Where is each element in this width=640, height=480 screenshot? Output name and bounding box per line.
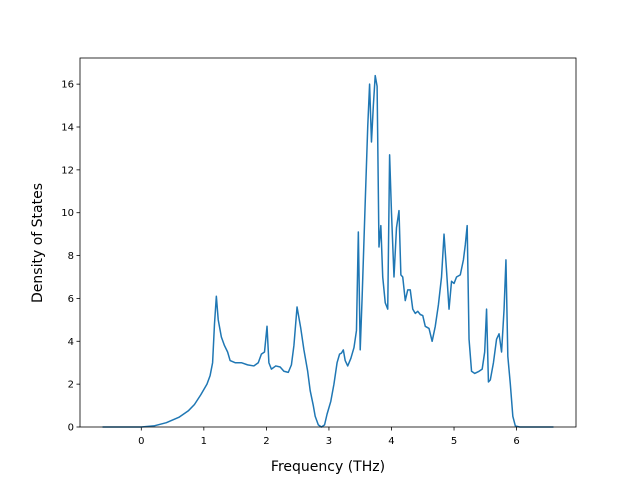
- y-tick-label: 0: [68, 423, 74, 434]
- x-tick-label: 0: [138, 436, 144, 447]
- line: [102, 74, 554, 428]
- y-tick-label: 10: [61, 208, 74, 219]
- y-tick-label: 8: [68, 251, 74, 262]
- x-tick-label: 1: [201, 436, 207, 447]
- y-tick-label: 12: [61, 165, 74, 176]
- x-tick-label: 2: [263, 436, 269, 447]
- y-tick-label: 14: [61, 123, 74, 134]
- y-axis-label: Density of States: [30, 183, 46, 303]
- x-tick-label: 3: [326, 436, 332, 447]
- axes-frame: [79, 57, 577, 428]
- y-tick-label: 4: [68, 337, 74, 348]
- y-tick-label: 16: [61, 80, 74, 91]
- y-tick-label: 6: [68, 294, 74, 305]
- x-axis-label: Frequency (THz): [271, 459, 385, 475]
- y-tick-label: 2: [68, 380, 74, 391]
- x-tick-label: 6: [513, 436, 519, 447]
- x-tick-label: 4: [388, 436, 394, 447]
- x-tick-label: 5: [451, 436, 457, 447]
